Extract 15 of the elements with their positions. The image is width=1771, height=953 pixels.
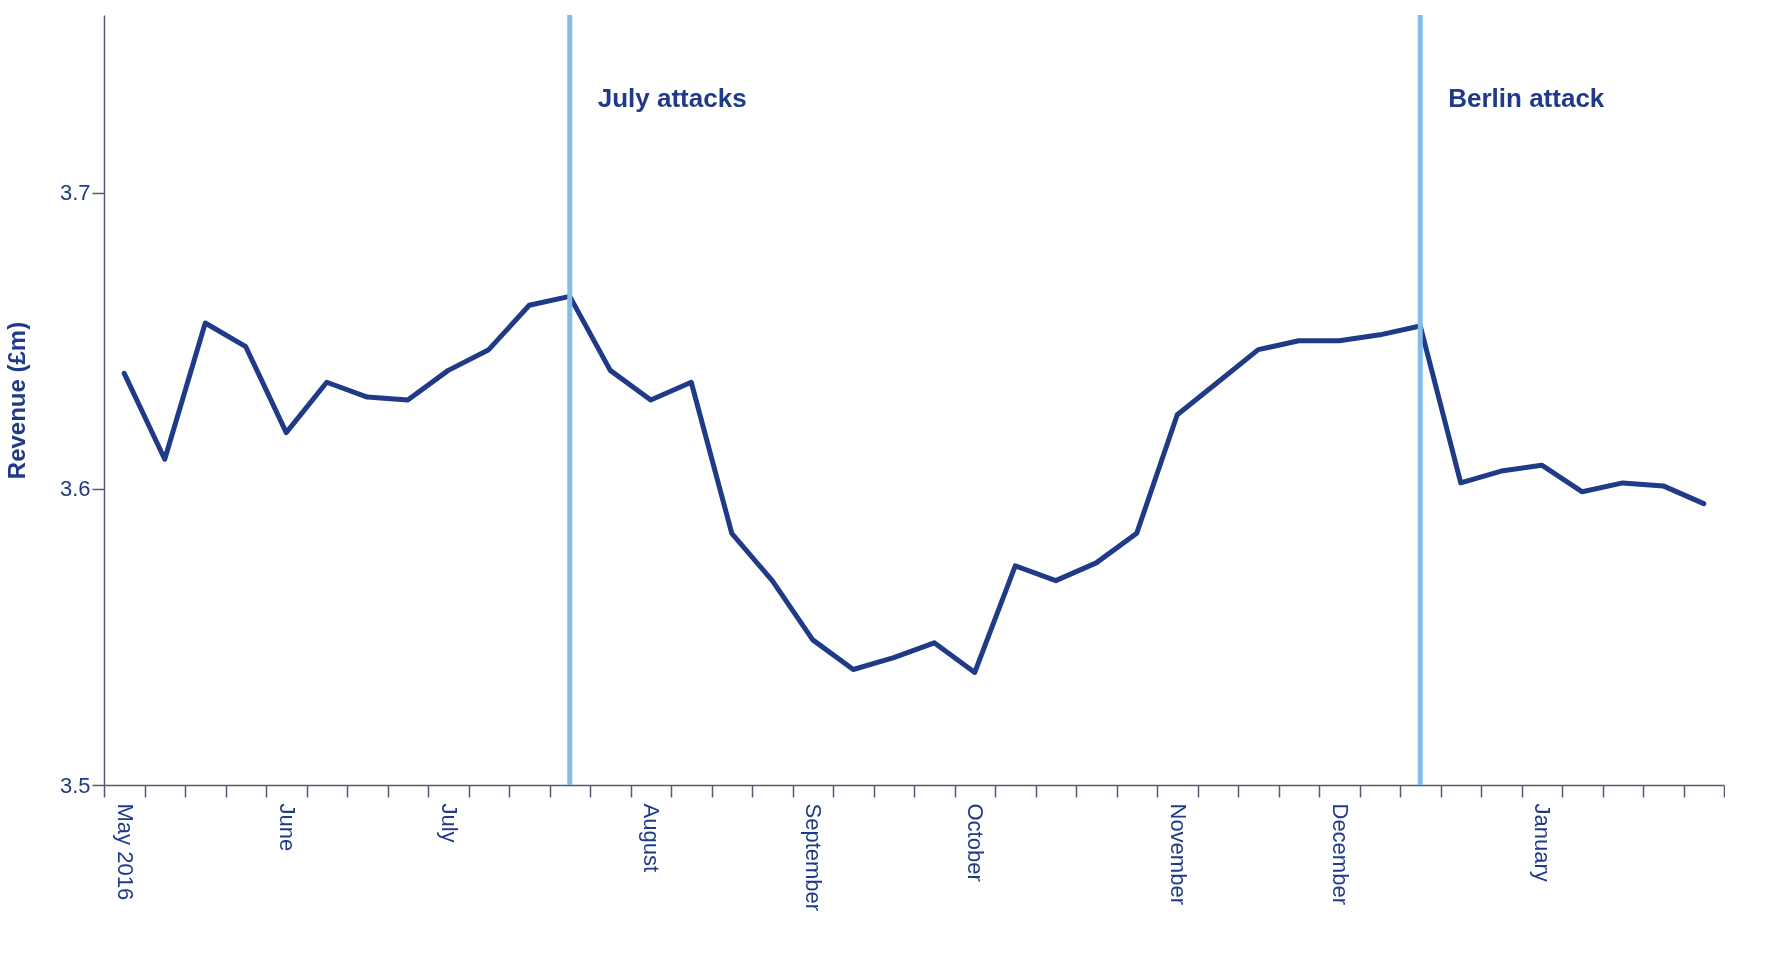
y-tick-label: 3.5 (59, 772, 91, 798)
x-tick-label: October (963, 803, 989, 882)
x-tick-label: September (801, 803, 827, 912)
x-tick-label: November (1165, 803, 1191, 905)
x-tick-label: July (436, 803, 462, 843)
x-tick-label: January (1530, 803, 1556, 882)
y-tick-label: 3.6 (59, 476, 91, 502)
annotation: July attacks (597, 83, 747, 113)
y-tick-label: 3.7 (59, 180, 91, 206)
y-axis-title: Revenue (£m) (2, 321, 30, 480)
x-tick-label: December (1327, 803, 1353, 905)
x-tick-label: June (274, 803, 300, 852)
x-tick-label: May 2016 (112, 803, 138, 901)
x-tick-label: August (639, 803, 665, 872)
annotation: Berlin attack (1448, 83, 1605, 113)
